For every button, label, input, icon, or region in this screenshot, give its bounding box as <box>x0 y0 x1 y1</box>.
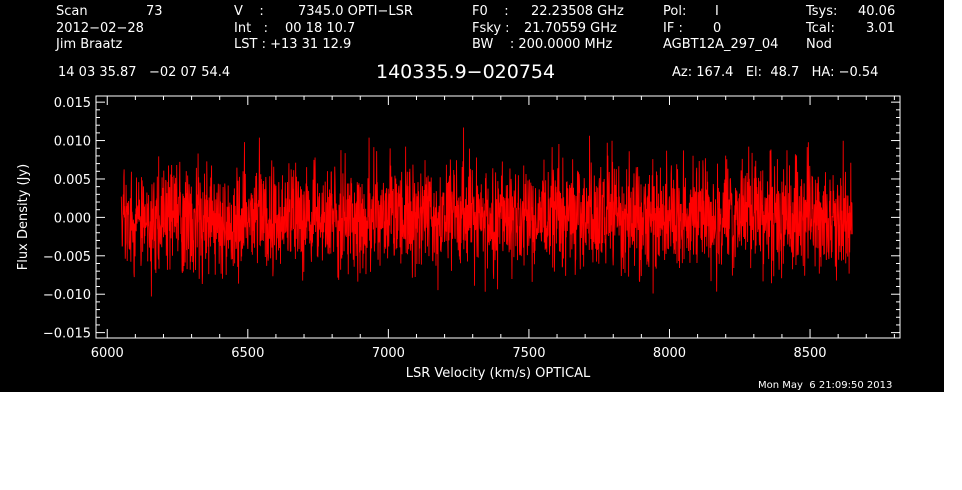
y-tick-label: 0.010 <box>54 135 91 150</box>
if-value: 0 <box>713 21 722 36</box>
polarization-value: I <box>715 4 719 19</box>
x-tick-label: 7500 <box>512 346 545 361</box>
project-id: AGBT12A_297_04 <box>663 37 779 52</box>
if-label: IF : <box>663 21 683 36</box>
source-coordinates: 14 03 35.87 −02 07 54.4 <box>58 65 231 80</box>
tcal-value: 3.01 <box>866 21 895 36</box>
axis-ticks <box>96 96 900 338</box>
velocity-value: 7345.0 OPTI−LSR <box>298 4 413 19</box>
y-tick-label: 0.015 <box>54 96 91 111</box>
switching-mode: Nod <box>806 37 832 52</box>
observer-name: Jim Braatz <box>56 37 123 52</box>
tick-labels: 6000 6500 7000 7500 8000 8500 0.015 0.010 0.005 0… <box>43 96 827 361</box>
spectrum-chart: 6000 6500 7000 7500 8000 8500 0.015 0.010 0.005 0… <box>16 95 901 381</box>
y-axis-label: Flux Density (Jy) <box>16 164 31 270</box>
velocity-label: V : <box>234 4 264 19</box>
lst-value: LST : +13 31 12.9 <box>234 37 352 52</box>
spectrum-plot-panel: Scan 73 V : 7345.0 OPTI−LSR F0 : 22.2350… <box>0 0 944 392</box>
bandwidth-value: BW : 200.0000 MHz <box>472 37 613 52</box>
source-name: 140335.9−020754 <box>376 61 556 83</box>
rest-frequency-label: F0 : <box>472 4 509 19</box>
flux-series-line <box>120 127 853 297</box>
x-tick-label: 8000 <box>653 346 686 361</box>
observation-date: 2012−02−28 <box>56 21 144 36</box>
x-tick-label: 8500 <box>793 346 826 361</box>
sky-frequency-label: Fsky : <box>472 21 510 36</box>
integration-label: Int : <box>234 21 268 36</box>
y-tick-label: −0.005 <box>43 250 91 265</box>
sky-frequency-value: 21.70559 GHz <box>524 21 617 36</box>
integration-value: 00 18 10.7 <box>285 21 356 36</box>
y-tick-label: −0.015 <box>43 327 91 342</box>
tsys-label: Tsys: <box>806 4 838 19</box>
x-axis-label: LSR Velocity (km/s) OPTICAL <box>406 366 591 381</box>
flux-trace <box>120 127 853 297</box>
polarization-label: Pol: <box>663 4 687 19</box>
az-el-ha-readout: Az: 167.4 El: 48.7 HA: −0.54 <box>672 65 879 80</box>
x-tick-label: 7000 <box>372 346 405 361</box>
tcal-label: Tcal: <box>806 21 835 36</box>
y-tick-label: 0.005 <box>54 173 91 188</box>
y-tick-label: −0.010 <box>43 288 91 303</box>
tsys-value: 40.06 <box>858 4 896 19</box>
plot-timestamp: Mon May 6 21:09:50 2013 <box>758 380 893 391</box>
rest-frequency-value: 22.23508 GHz <box>531 4 624 19</box>
x-tick-label: 6000 <box>91 346 124 361</box>
scan-value: 73 <box>146 4 163 19</box>
y-tick-label: 0.000 <box>54 211 91 226</box>
x-tick-label: 6500 <box>231 346 264 361</box>
scan-label: Scan <box>56 4 88 19</box>
